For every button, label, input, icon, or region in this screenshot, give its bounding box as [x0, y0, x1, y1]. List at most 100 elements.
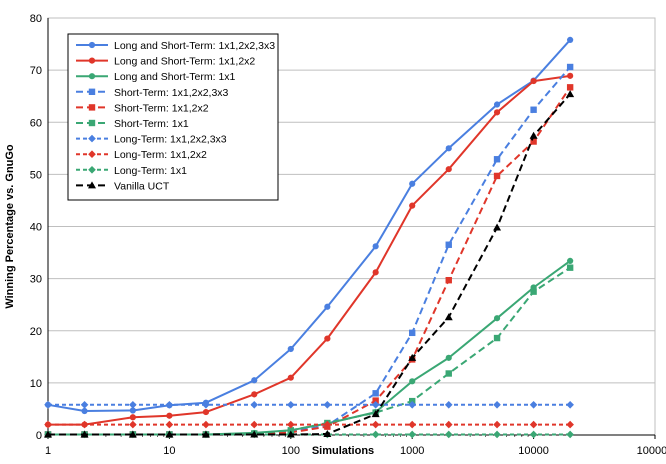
data-point — [408, 353, 417, 361]
data-point — [88, 166, 96, 174]
data-point — [128, 430, 137, 438]
data-point — [251, 391, 258, 398]
series — [44, 264, 574, 438]
series-line — [48, 260, 571, 436]
data-point — [129, 400, 137, 409]
data-point — [371, 410, 380, 418]
data-point — [88, 134, 96, 143]
data-point — [80, 400, 89, 409]
data-point — [129, 420, 137, 429]
data-point — [202, 400, 210, 409]
data-point — [323, 429, 332, 437]
data-point — [445, 354, 452, 361]
series-line — [48, 93, 571, 436]
x-tick-label: 1000 — [400, 445, 424, 457]
data-point — [566, 420, 574, 429]
legend-item: Short-Term: 1x1,2x2,3x3 — [76, 87, 229, 99]
legend-label: Vanilla UCT — [114, 180, 170, 192]
data-point — [372, 243, 379, 250]
data-point — [88, 104, 96, 111]
data-point — [251, 377, 258, 384]
y-tick-label: 30 — [30, 274, 42, 286]
data-point — [444, 430, 453, 439]
data-point — [493, 334, 501, 342]
data-point — [529, 430, 538, 439]
series — [44, 420, 574, 429]
legend-item: Long and Short-Term: 1x1,2x2 — [76, 56, 255, 68]
legend-item: Vanilla UCT — [76, 180, 170, 192]
legend-item: Long-Term: 1x1,2x2,3x3 — [76, 134, 227, 146]
data-point — [371, 420, 380, 429]
data-point — [493, 420, 501, 429]
data-point — [529, 131, 538, 139]
data-point — [493, 430, 501, 439]
data-point — [323, 400, 332, 409]
legend-label: Long and Short-Term: 1x1 — [114, 71, 236, 83]
data-point — [372, 397, 379, 404]
tick-labels: 0 10 20 30 40 50 60 70 80 1 10 100 1000 10000 100000 — [30, 13, 666, 457]
data-point — [88, 150, 96, 158]
data-point — [409, 202, 416, 209]
data-point — [566, 400, 574, 409]
legend-item: Long-Term: 1x1,2x2 — [76, 149, 207, 161]
data-point — [372, 390, 379, 397]
legend-item: Long and Short-Term: 1x1 — [76, 71, 236, 83]
data-point — [445, 276, 452, 284]
legend-box — [67, 33, 279, 201]
series-line — [47, 39, 571, 412]
x-tick-label: 100000 — [637, 445, 666, 457]
data-point — [493, 315, 501, 322]
y-tick-label: 60 — [30, 117, 42, 129]
data-point — [530, 77, 537, 85]
series — [44, 400, 574, 409]
y-tick-label: 50 — [30, 169, 42, 181]
y-tick-label: 40 — [30, 222, 42, 234]
x-tick-label: 10000 — [518, 445, 549, 457]
data-point — [530, 288, 537, 295]
data-point — [287, 427, 294, 434]
data-point — [44, 420, 52, 429]
legend-label: Short-Term: 1x1,2x2 — [114, 102, 209, 114]
data-point — [444, 420, 453, 429]
data-point — [371, 400, 380, 409]
data-point — [165, 420, 174, 429]
data-point — [287, 374, 294, 381]
data-point — [529, 400, 538, 409]
data-point — [444, 313, 453, 321]
data-point — [250, 430, 259, 438]
legend-item: Long-Term: 1x1 — [76, 165, 187, 177]
data-point — [493, 101, 501, 108]
data-point — [567, 257, 574, 265]
data-point — [493, 109, 501, 116]
y-tick-label: 20 — [30, 326, 42, 338]
data-point — [88, 88, 96, 95]
data-point — [445, 166, 452, 173]
data-point — [250, 400, 259, 409]
data-point — [202, 420, 210, 429]
y-axis-title: Winning Percentage vs. GnuGo — [4, 144, 16, 309]
legend-label: Short-Term: 1x1 — [114, 118, 189, 130]
x-axis-title: Simulations — [312, 445, 374, 457]
data-point — [409, 329, 416, 337]
data-point — [566, 430, 574, 439]
legend-label: Long-Term: 1x1,2x2,3x3 — [114, 134, 227, 146]
data-point — [444, 400, 453, 409]
legend: Long and Short-Term: 1x1,2x2,3x3 Long and… — [67, 33, 279, 201]
series — [44, 90, 575, 438]
data-point — [323, 420, 332, 429]
data-point — [493, 156, 501, 163]
data-point — [409, 378, 416, 385]
legend-label: Long-Term: 1x1,2x2 — [114, 149, 207, 161]
data-point — [44, 430, 52, 438]
data-point — [80, 430, 89, 438]
data-point — [529, 420, 538, 429]
data-point — [129, 414, 136, 421]
data-point — [287, 420, 295, 429]
x-tick-label: 100 — [282, 445, 300, 457]
data-point — [88, 57, 96, 64]
data-point — [445, 241, 452, 248]
data-point — [324, 303, 331, 310]
series-line — [48, 74, 571, 426]
legend-label: Long and Short-Term: 1x1,2x2 — [114, 56, 255, 68]
x-tick-label: 10 — [163, 445, 175, 457]
